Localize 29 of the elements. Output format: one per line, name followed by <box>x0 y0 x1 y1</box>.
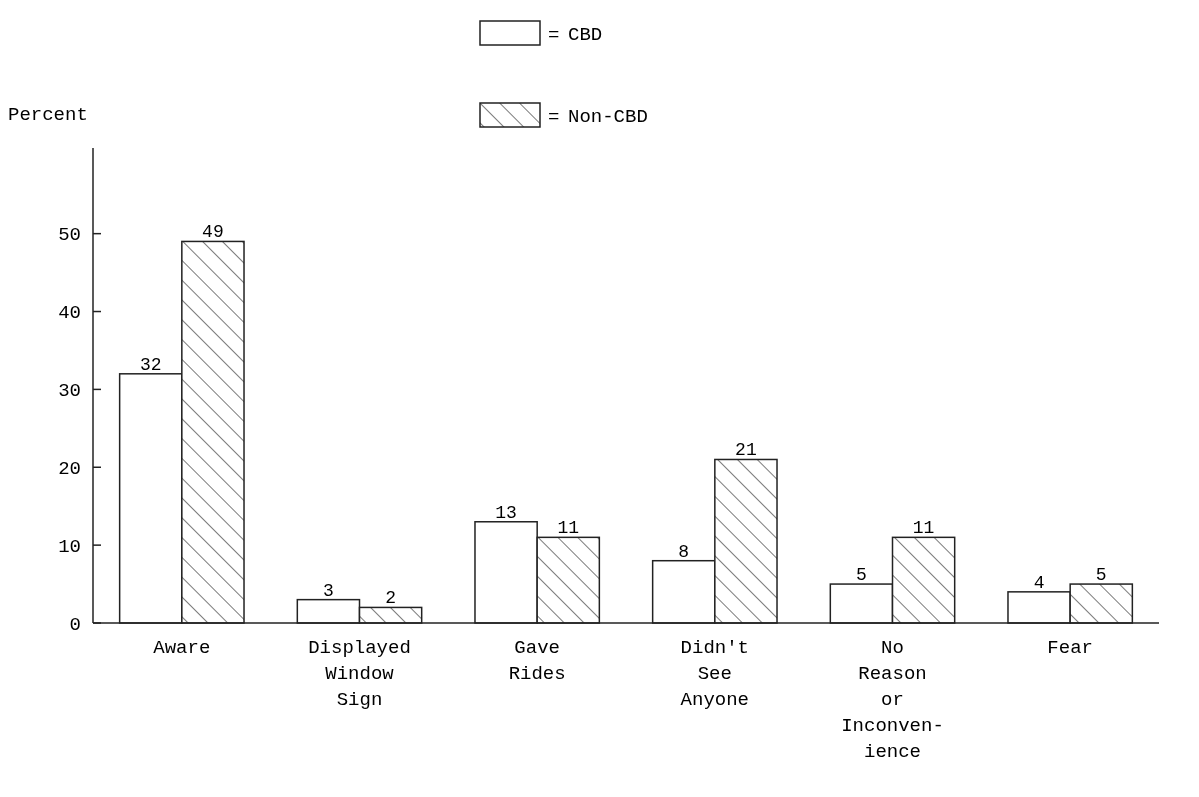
data-label: 21 <box>735 440 757 461</box>
data-label: 11 <box>557 518 580 539</box>
y-tick-label: 0 <box>69 613 81 636</box>
y-tick-label: 30 <box>58 380 81 403</box>
x-tick-label: Fear <box>1047 637 1093 659</box>
x-tick-label: Aware <box>153 637 211 659</box>
data-label: 5 <box>1095 565 1107 586</box>
y-tick-label: 50 <box>58 224 81 247</box>
text: = <box>548 105 560 128</box>
data-label: 5 <box>856 565 867 586</box>
x-tick-label: Displayed Window Sign <box>308 637 411 711</box>
data-label: 32 <box>139 354 162 375</box>
y-axis-title: Percent <box>8 104 88 126</box>
x-tick-label: Gave Rides <box>508 637 566 685</box>
legend-label: CBD <box>568 23 603 46</box>
y-tick-label: 10 <box>58 535 81 558</box>
y-tick-label: 20 <box>58 457 81 480</box>
text: = <box>548 23 560 46</box>
data-label: 13 <box>495 502 517 523</box>
data-label: 11 <box>912 518 935 539</box>
data-label: 4 <box>1033 572 1045 593</box>
data-label: 49 <box>202 222 224 243</box>
y-tick-label: 40 <box>58 302 81 325</box>
legend-label: Non-CBD <box>568 105 648 128</box>
data-label: 3 <box>323 580 334 601</box>
data-label: 8 <box>678 541 690 562</box>
x-tick-label: Didn't See Anyone <box>680 637 750 711</box>
data-label: 2 <box>385 588 396 609</box>
x-tick-label: No Reason or Inconven- ience <box>841 637 944 763</box>
